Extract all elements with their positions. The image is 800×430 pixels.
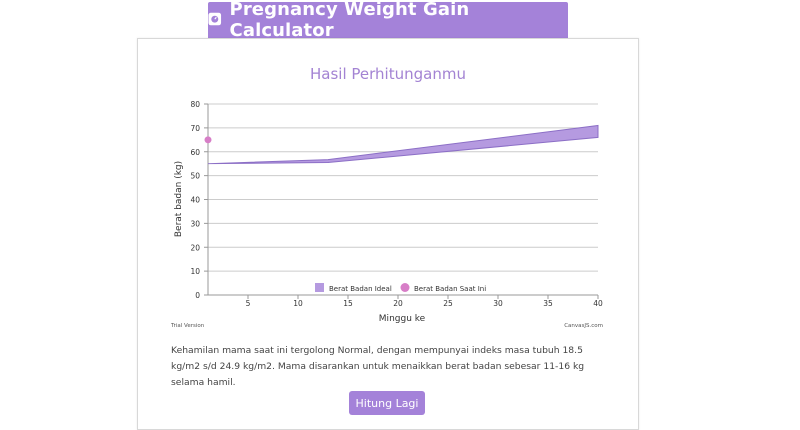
- weight-chart: 0 10 20 30 40 50 60 70 80 5 10 15 20 25 30 35 40 Berat b…: [170, 100, 603, 329]
- y-tick-label: 10: [190, 267, 200, 276]
- ideal-weight-band: [207, 124, 599, 165]
- calculator-title-tab: Pregnancy Weight Gain Calculator: [208, 0, 568, 41]
- y-tick-label: 80: [190, 100, 200, 109]
- y-tick-label: 40: [190, 196, 200, 205]
- page-title: Pregnancy Weight Gain Calculator: [229, 0, 470, 41]
- chart-point-layer: [204, 136, 212, 144]
- x-tick-label: 5: [246, 299, 251, 308]
- result-card: Hasil Perhitunganmu 0 10 20 30 40 50 60 70 80 5 10…: [137, 38, 639, 430]
- chart-ticks: 0 10 20 30 40 50 60 70 80 5 10 15 20 25 30 35 40: [190, 100, 603, 308]
- trial-version-watermark: Trial Version: [170, 323, 205, 329]
- scale-icon: [208, 12, 222, 26]
- x-tick-label: 20: [393, 299, 403, 308]
- result-title: Hasil Perhitunganmu: [310, 65, 466, 83]
- y-tick-label: 20: [190, 243, 200, 252]
- y-tick-label: 60: [190, 148, 200, 157]
- y-axis-label: Berat badan (kg): [174, 161, 184, 237]
- x-axis-label: Minggu ke: [379, 314, 426, 324]
- legend-swatch-current: [400, 283, 410, 292]
- y-tick-label: 30: [190, 219, 200, 228]
- x-tick-label: 25: [443, 299, 453, 308]
- x-tick-label: 35: [543, 299, 553, 308]
- x-tick-label: 40: [593, 299, 603, 308]
- x-tick-label: 15: [343, 299, 353, 308]
- x-tick-label: 10: [293, 299, 303, 308]
- result-description: Kehamilan mama saat ini tergolong Normal…: [171, 345, 585, 388]
- y-tick-label: 0: [195, 291, 200, 300]
- current-weight-point: [204, 136, 212, 144]
- legend-label-ideal[interactable]: Berat Badan Ideal: [329, 285, 392, 293]
- y-tick-label: 50: [190, 172, 200, 181]
- canvasjs-watermark[interactable]: CanvasJS.com: [564, 323, 603, 329]
- x-tick-label: 30: [493, 299, 503, 308]
- recalculate-button[interactable]: Hitung Lagi: [349, 391, 425, 415]
- chart-band-layer: [207, 124, 599, 165]
- chart-grid: [207, 103, 598, 296]
- legend-swatch-ideal: [315, 283, 324, 292]
- y-tick-label: 70: [190, 124, 200, 133]
- legend-label-current[interactable]: Berat Badan Saat Ini: [414, 285, 486, 293]
- chart-legend[interactable]: Berat Badan Ideal Berat Badan Saat Ini: [315, 283, 486, 293]
